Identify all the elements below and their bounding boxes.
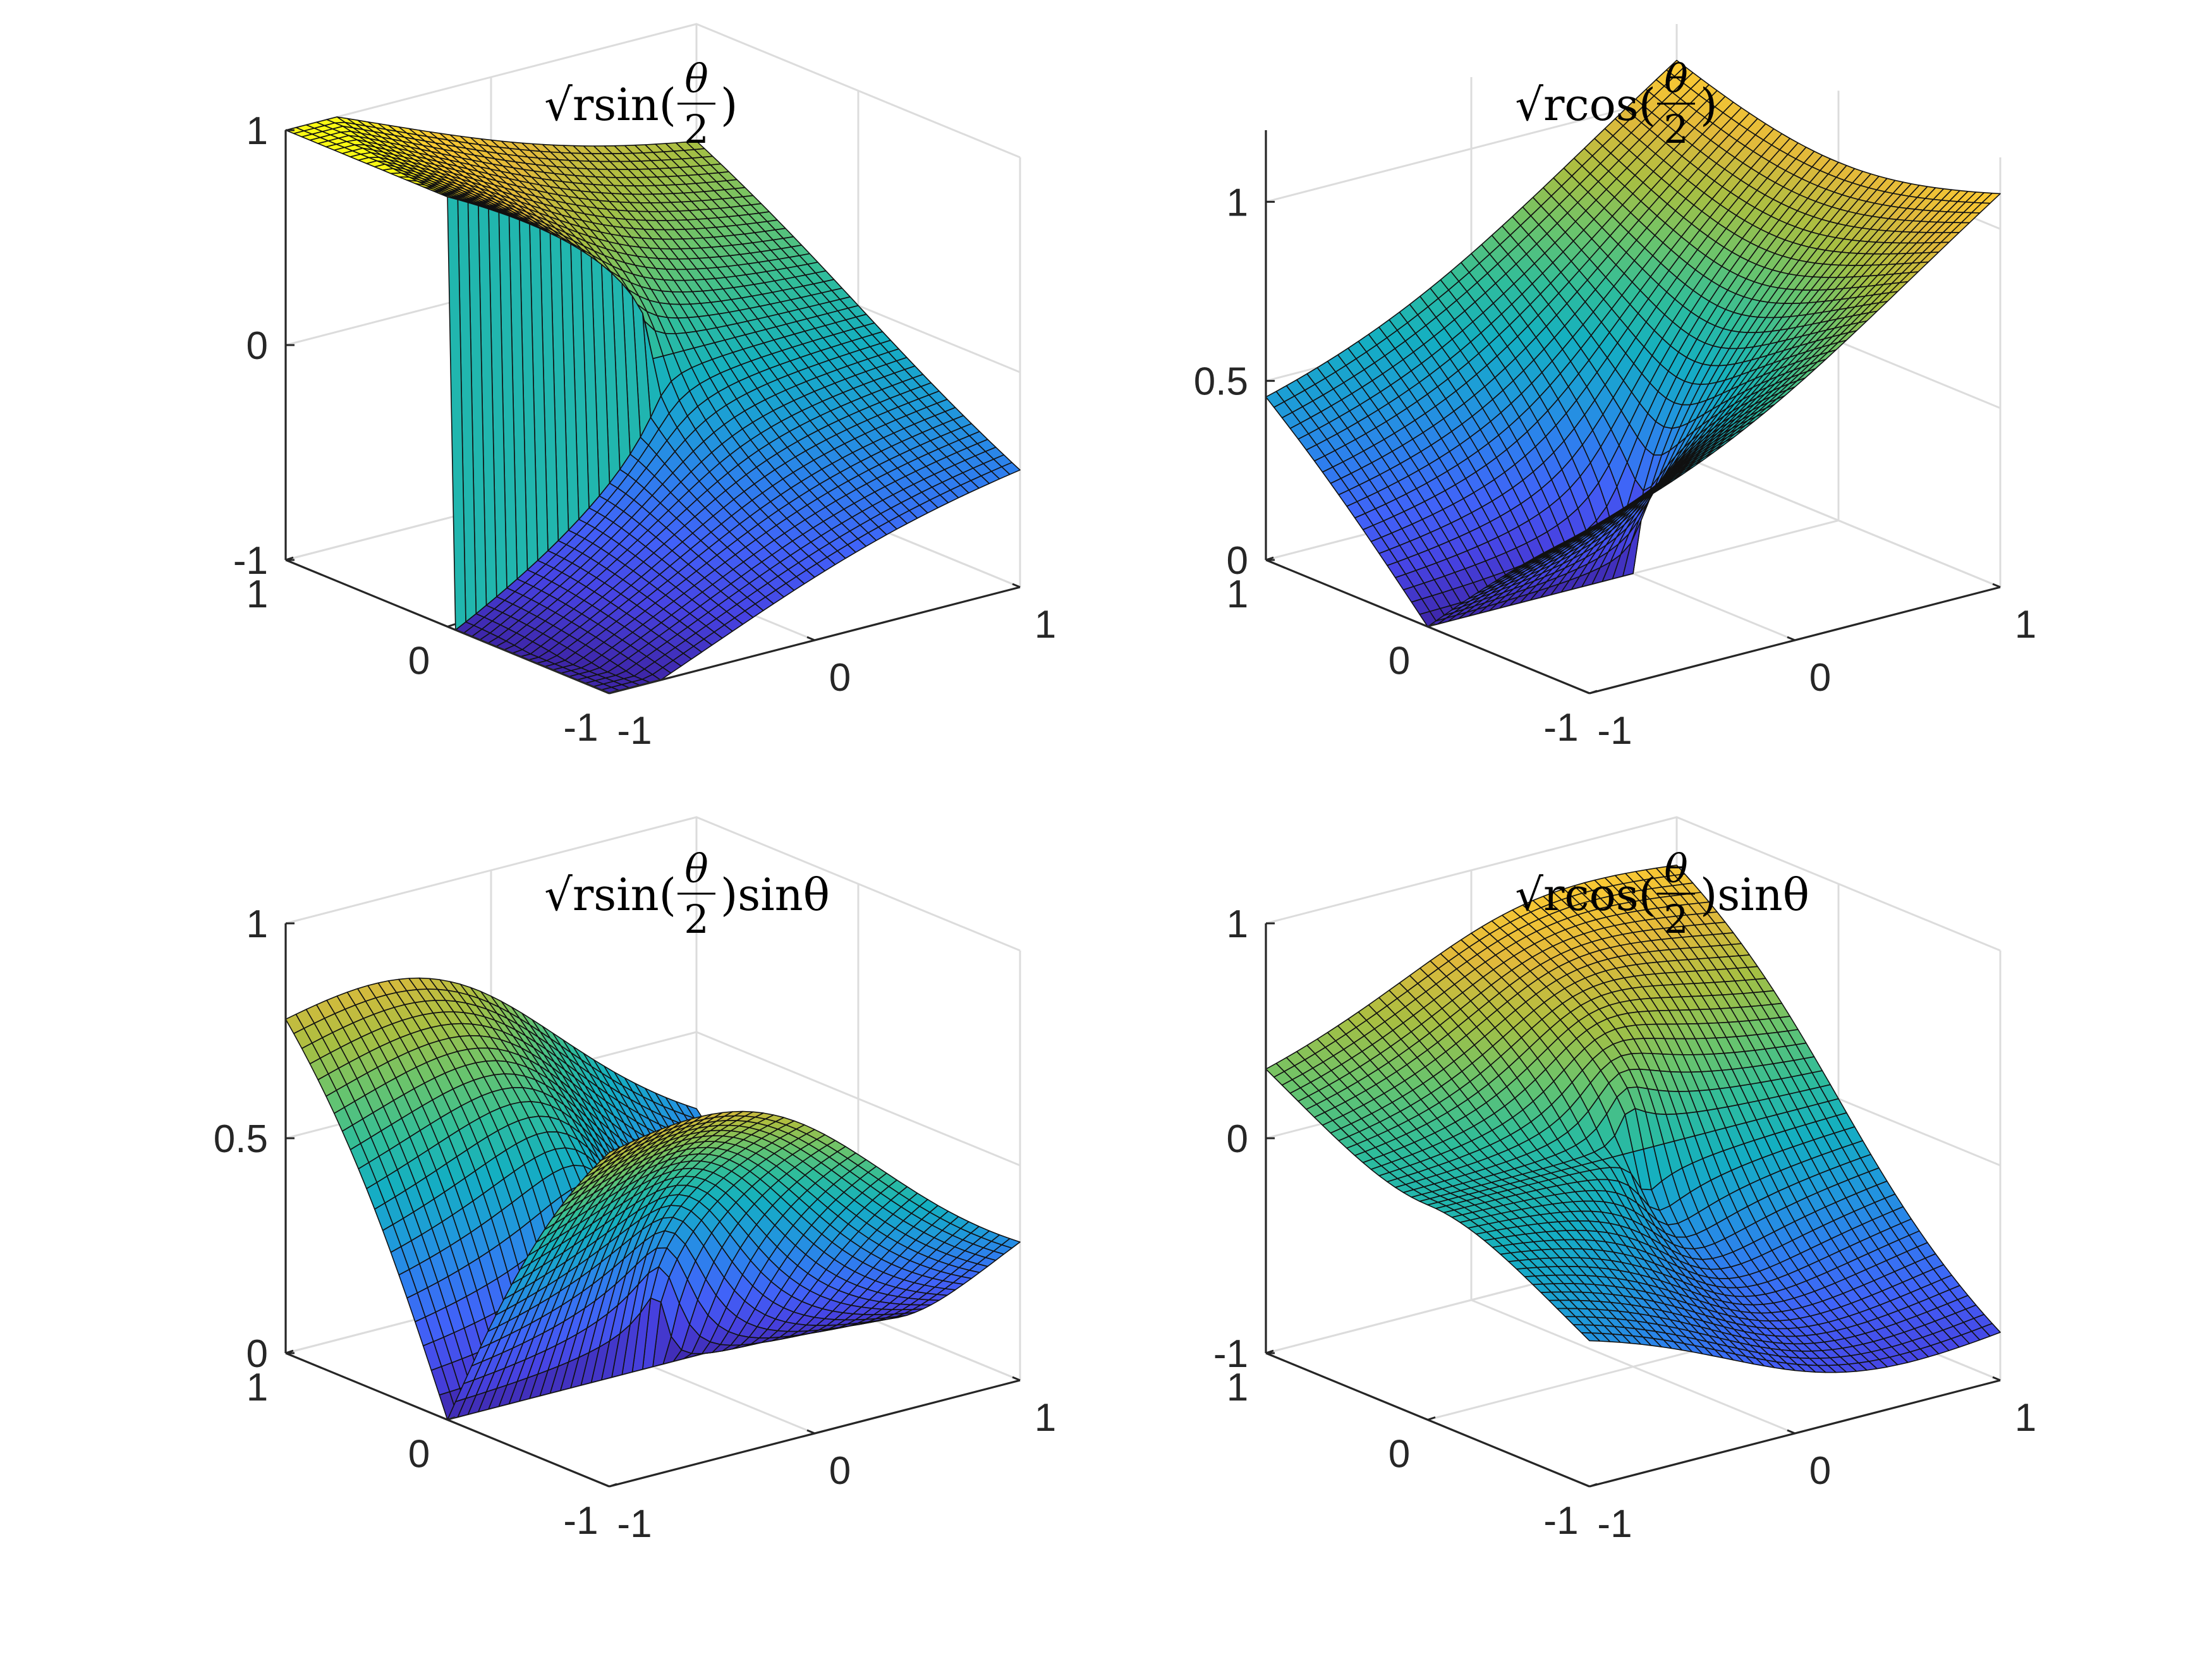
title-tail: )sinθ (720, 869, 830, 921)
z-tick-label: 1 (246, 902, 268, 946)
x-tick-label: 1 (2015, 603, 2036, 647)
x-tick-label: -1 (1597, 709, 1632, 753)
x-tick-label: 1 (1035, 1396, 1056, 1440)
y-tick-label: -1 (563, 706, 598, 750)
chart-title: √rsin(θ2) (544, 56, 738, 152)
x-tick-mark (601, 689, 610, 695)
x-tick-label: 0 (829, 1449, 851, 1493)
y-tick-label: 0 (408, 1433, 430, 1476)
y-tick-label: 1 (246, 573, 268, 616)
surface (285, 116, 1021, 694)
title-numerator: θ (1664, 56, 1687, 102)
grid-line (285, 23, 1021, 159)
subplot-1: -101-101-101√rsin(θ2) (233, 23, 1056, 753)
title-lead: √rcos( (1515, 79, 1656, 131)
y-tick-label: 0 (1389, 640, 1410, 683)
title-denominator: 2 (684, 106, 708, 152)
x-tick-mark (1012, 583, 1021, 588)
z-tick-label: 1 (1227, 181, 1248, 224)
z-tick-label: 0 (246, 324, 268, 368)
z-tick-label: -1 (233, 539, 268, 583)
x-tick-label: 1 (1035, 603, 1056, 647)
z-tick-label: 1 (246, 109, 268, 153)
title-lead: √rsin( (544, 79, 676, 131)
title-tail: ) (1700, 79, 1717, 131)
y-tick-mark (447, 623, 456, 628)
x-tick-label: 0 (1809, 656, 1831, 700)
z-tick-label: 0.5 (1194, 360, 1248, 404)
x-tick-mark (806, 636, 815, 641)
title-numerator: θ (684, 846, 708, 892)
y-tick-mark (609, 690, 617, 695)
z-tick-label: 0 (1227, 539, 1248, 583)
title-tail: ) (720, 79, 738, 131)
title-denominator: 2 (684, 896, 708, 942)
title-lead: √rsin( (544, 869, 676, 921)
z-tick-label: 0 (246, 1332, 268, 1376)
surface (1265, 59, 2001, 628)
y-tick-label: 0 (408, 640, 430, 683)
y-tick-label: -1 (1543, 706, 1578, 750)
x-tick-label: -1 (617, 1502, 652, 1546)
title-numerator: θ (684, 56, 708, 102)
x-tick-label: 0 (829, 656, 851, 700)
z-tick-label: 0.5 (214, 1117, 268, 1161)
y-tick-label: -1 (563, 1499, 598, 1543)
title-denominator: 2 (1663, 106, 1688, 152)
x-tick-label: -1 (617, 709, 652, 753)
